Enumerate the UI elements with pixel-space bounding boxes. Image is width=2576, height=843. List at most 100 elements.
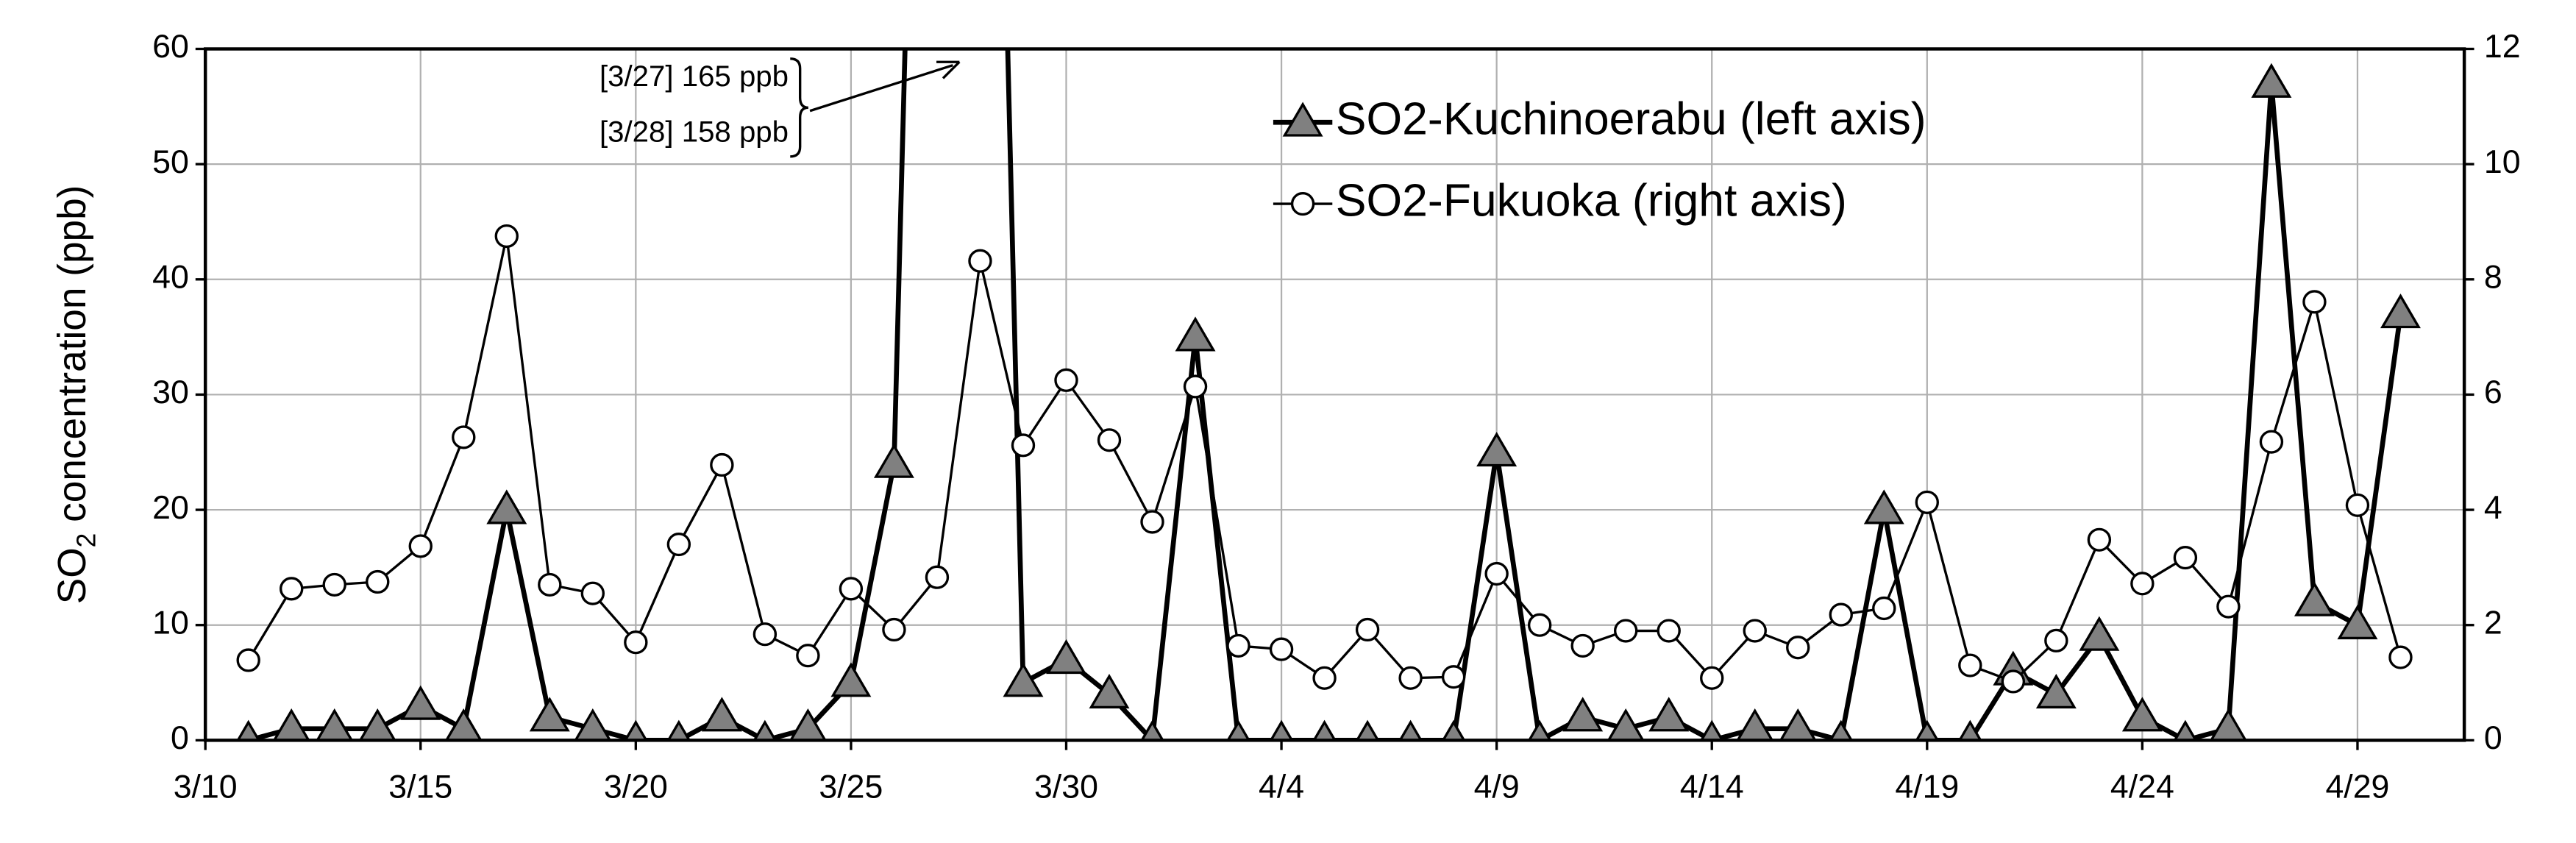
x-tick-label: 3/20 xyxy=(604,769,668,805)
marker xyxy=(666,532,691,557)
marker xyxy=(1089,673,1130,709)
marker xyxy=(2302,290,2327,314)
annotation-arrow xyxy=(809,64,953,113)
x-tick-label: 3/15 xyxy=(388,769,452,805)
y-title-part: concentration (ppb) xyxy=(51,185,94,533)
marker xyxy=(1355,719,1380,741)
marker xyxy=(752,719,778,741)
marker xyxy=(1175,316,1216,352)
y2-tick-label: 0 xyxy=(2484,720,2502,756)
marker xyxy=(486,489,527,524)
marker xyxy=(796,644,820,668)
marker xyxy=(1003,662,1044,697)
series xyxy=(236,224,2413,694)
series xyxy=(236,49,2421,741)
marker xyxy=(2337,605,2378,640)
marker xyxy=(1958,719,1982,741)
marker xyxy=(1570,633,1595,658)
y-axis-title: SO2 concentration (ppb) xyxy=(51,185,102,605)
y2-tick-label: 12 xyxy=(2484,29,2521,65)
y2-tick-label: 2 xyxy=(2484,605,2502,641)
marker xyxy=(1657,619,1681,643)
x-tick-label: 4/9 xyxy=(1474,769,1520,805)
marker xyxy=(1872,596,1896,621)
marker xyxy=(1269,719,1294,741)
marker xyxy=(1958,653,1982,677)
marker xyxy=(358,708,396,741)
marker xyxy=(2388,645,2413,669)
marker xyxy=(2251,63,2292,98)
x-tick-label: 4/14 xyxy=(1680,769,1744,805)
marker xyxy=(2216,594,2241,619)
y-tick-label: 50 xyxy=(152,144,189,180)
marker xyxy=(2210,708,2247,741)
marker xyxy=(529,697,570,732)
marker xyxy=(1528,719,1552,741)
marker xyxy=(925,565,950,589)
marker xyxy=(1829,719,1853,741)
marker xyxy=(701,697,742,732)
x-tick-label: 4/4 xyxy=(1259,769,1304,805)
marker xyxy=(1700,666,1724,690)
marker xyxy=(408,534,433,558)
marker xyxy=(666,719,691,741)
plot-area xyxy=(236,49,2421,741)
marker xyxy=(1700,719,1724,741)
marker xyxy=(2173,719,2198,741)
marker xyxy=(236,719,260,741)
marker xyxy=(400,685,441,720)
marker xyxy=(1097,428,1122,452)
marker xyxy=(1226,719,1250,741)
marker xyxy=(1607,708,1645,741)
grid xyxy=(205,48,2465,741)
annotation-text: [3/28] 158 ppb xyxy=(599,115,789,148)
marker xyxy=(2294,581,2335,616)
x-tick-label: 3/30 xyxy=(1034,769,1098,805)
marker xyxy=(1779,708,1817,741)
marker xyxy=(1915,719,1939,741)
marker xyxy=(1282,102,1323,137)
marker xyxy=(2345,493,2370,517)
annotation-arrowhead xyxy=(936,60,961,79)
y2-tick-label: 10 xyxy=(2484,144,2521,180)
marker xyxy=(1290,192,1315,216)
marker xyxy=(882,617,906,642)
legend: SO2-Kuchinoerabu (left axis) SO2-Fukuoka … xyxy=(1273,94,1926,226)
marker xyxy=(2173,546,2198,570)
x-tick-label: 4/29 xyxy=(2325,769,2389,805)
marker xyxy=(1441,665,1466,689)
marker xyxy=(2044,628,2068,652)
y2-tick-label: 6 xyxy=(2484,374,2502,410)
marker xyxy=(1484,561,1509,586)
marker xyxy=(2259,430,2284,454)
marker xyxy=(1011,433,1036,458)
marker xyxy=(1527,613,1552,637)
marker xyxy=(538,572,562,597)
marker xyxy=(1648,697,1690,732)
y2-tick-label: 8 xyxy=(2484,260,2502,296)
marker xyxy=(830,662,872,697)
marker xyxy=(2121,697,2163,732)
marker xyxy=(1829,602,1853,627)
marker xyxy=(574,708,612,741)
marker xyxy=(580,581,605,605)
marker xyxy=(1613,619,1638,643)
marker xyxy=(494,224,519,249)
x-tick-label: 3/10 xyxy=(174,769,238,805)
marker xyxy=(839,577,864,601)
y2-tick-label: 4 xyxy=(2484,490,2502,526)
marker xyxy=(968,249,992,273)
y-tick-label: 40 xyxy=(152,260,189,296)
axes: 0 10 20 30 40 50 60 0 2 4 6 8 10 12 3/10 3/15 3/20 3/25 3/… xyxy=(152,29,2520,805)
marker xyxy=(1743,619,1767,643)
marker xyxy=(2087,527,2112,552)
marker xyxy=(1355,617,1380,642)
marker xyxy=(1736,708,1774,741)
marker xyxy=(1312,666,1337,690)
marker xyxy=(1183,374,1208,399)
marker xyxy=(1476,432,1518,467)
marker xyxy=(873,443,914,478)
marker xyxy=(1398,666,1423,690)
marker xyxy=(1562,697,1604,732)
